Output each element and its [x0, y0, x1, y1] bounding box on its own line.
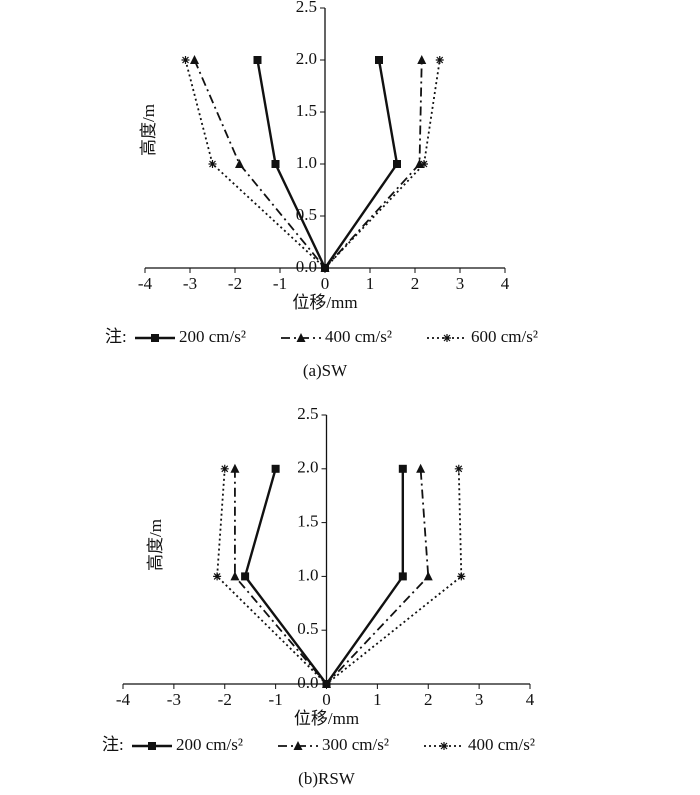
y-axis-label: 高度/m	[146, 519, 165, 571]
x-tick-label: -1	[269, 690, 283, 709]
marker	[190, 55, 199, 64]
caption: (b)RSW	[298, 769, 356, 788]
x-tick-label: 3	[475, 690, 484, 709]
x-tick-label: -2	[218, 690, 232, 709]
marker	[271, 464, 280, 473]
x-tick-label: -3	[167, 690, 181, 709]
marker	[213, 572, 222, 581]
marker	[393, 160, 401, 168]
marker	[235, 159, 244, 168]
marker	[321, 264, 329, 272]
legend-prefix: 注:	[105, 327, 127, 346]
marker	[423, 571, 433, 581]
marker	[181, 56, 190, 64]
x-tick-label: 4	[526, 690, 535, 709]
y-axis-label: 高度/m	[139, 104, 158, 156]
legend-marker	[151, 334, 159, 342]
x-tick-label: 1	[373, 690, 382, 709]
y-tick-label: 0.0	[296, 257, 317, 276]
marker	[457, 572, 466, 581]
legend-marker	[293, 741, 303, 750]
legend-marker	[296, 333, 306, 342]
x-tick-label: -1	[273, 274, 287, 293]
marker	[253, 56, 262, 64]
x-tick-label: 2	[411, 274, 420, 293]
marker	[230, 463, 240, 473]
y-tick-label: 1.5	[297, 512, 318, 531]
marker	[230, 571, 240, 581]
marker	[420, 160, 428, 168]
marker	[416, 463, 426, 473]
legend-label: 600 cm/s²	[471, 327, 538, 346]
marker	[417, 55, 427, 64]
y-tick-label: 0.5	[297, 619, 318, 638]
x-axis-label: 位移/mm	[292, 293, 357, 312]
x-tick-label: 0	[322, 690, 331, 709]
y-tick-label: 2.5	[296, 0, 317, 16]
x-tick-label: -4	[116, 690, 131, 709]
legend-label: 400 cm/s²	[325, 327, 392, 346]
series-line	[216, 468, 463, 686]
marker	[220, 464, 229, 473]
legend-label: 200 cm/s²	[179, 327, 246, 346]
x-tick-label: 1	[366, 274, 375, 293]
marker	[208, 160, 217, 168]
y-tick-label: 1.5	[296, 101, 317, 120]
marker	[398, 464, 407, 473]
marker	[398, 572, 407, 581]
legend-marker	[148, 742, 156, 750]
legend-marker	[440, 742, 448, 750]
y-tick-label: 1.0	[296, 153, 317, 172]
marker	[435, 56, 444, 64]
x-axis-label: 位移/mm	[294, 709, 359, 728]
y-tick-label: 0.0	[297, 673, 318, 692]
caption: (a)SW	[303, 361, 348, 380]
marker	[241, 572, 250, 581]
marker	[454, 464, 463, 473]
x-tick-label: -4	[138, 274, 153, 293]
y-tick-label: 2.0	[297, 458, 318, 477]
x-tick-label: 4	[501, 274, 510, 293]
marker	[271, 160, 280, 168]
legend-label: 200 cm/s²	[176, 735, 243, 754]
marker	[375, 56, 383, 64]
y-tick-label: 2.5	[297, 404, 318, 423]
legend-label: 400 cm/s²	[468, 735, 535, 754]
y-tick-label: 1.0	[297, 565, 318, 584]
x-tick-label: 2	[424, 690, 433, 709]
x-tick-label: 0	[321, 274, 330, 293]
marker	[322, 680, 331, 688]
legend-marker	[443, 334, 451, 342]
x-tick-label: -3	[183, 274, 197, 293]
x-tick-label: -2	[228, 274, 242, 293]
x-tick-label: 3	[456, 274, 465, 293]
legend-prefix: 注:	[102, 735, 124, 754]
legend-label: 300 cm/s²	[322, 735, 389, 754]
y-tick-label: 2.0	[296, 49, 317, 68]
